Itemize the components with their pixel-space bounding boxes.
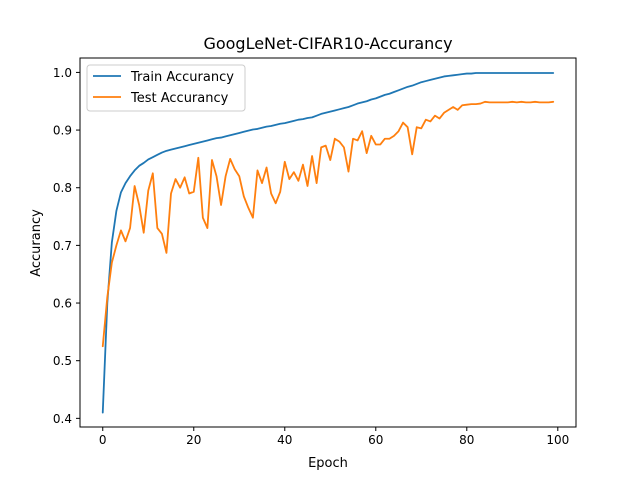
y-tick-label: 0.4 (53, 412, 72, 426)
plot-frame (79, 57, 577, 428)
series-line-test-accurancy (101, 100, 555, 348)
y-tick-label: 0.8 (53, 181, 72, 195)
x-tick-label: 20 (186, 433, 201, 447)
y-axis-label: Accurancy (29, 209, 44, 277)
plot-area (101, 72, 555, 414)
x-tick-label: 80 (459, 433, 474, 447)
legend: Train Accurancy Test Accurancy (86, 64, 246, 112)
x-tick-label: 0 (99, 433, 107, 447)
y-axis-ticks: 0.4 0.5 0.6 0.7 0.8 0.9 1.0 (53, 66, 80, 426)
y-tick-label: 0.6 (53, 297, 72, 311)
legend-box (86, 64, 246, 112)
x-axis-ticks: 0 20 40 60 80 100 (99, 427, 569, 447)
y-tick-label: 1.0 (53, 66, 72, 80)
y-tick-label: 0.7 (53, 239, 72, 253)
y-tick-label: 0.5 (53, 354, 72, 368)
x-tick-label: 40 (277, 433, 292, 447)
chart-title: GoogLeNet-CIFAR10-Accurancy (203, 34, 452, 53)
x-tick-label: 60 (368, 433, 383, 447)
legend-label-train: Train Accurancy (130, 70, 234, 85)
series-line-train-accurancy (101, 72, 555, 414)
y-tick-label: 0.9 (53, 124, 72, 138)
legend-label-test: Test Accurancy (130, 91, 229, 106)
x-tick-label: 100 (546, 433, 569, 447)
x-axis-label: Epoch (308, 456, 348, 471)
